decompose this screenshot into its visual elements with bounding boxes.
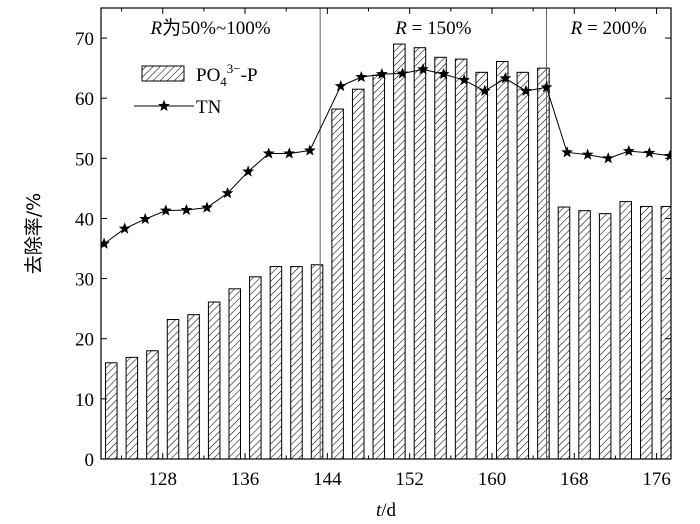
po4-bar [516,71,530,459]
tn-marker [499,72,512,84]
x-tick-label: 128 [148,469,177,490]
region-labels: R为50%~100% R = 150% R = 200% [150,17,647,39]
tn-marker [201,201,213,213]
tn-marker [303,144,316,156]
tn-marker [581,148,594,160]
x-tick-label: 144 [313,469,342,490]
axis-titles: t/d 去除率/% [23,193,397,521]
y-axis-title: 去除率/% [23,193,45,274]
po4-bar [105,362,118,459]
tn-marker [664,149,671,161]
tn-marker [375,67,388,80]
po4-bar [578,210,591,459]
tn-marker [458,73,471,86]
x-tick-label: 152 [395,469,424,490]
y-tick-label: 40 [75,209,94,230]
po4-bar [537,67,550,459]
po4-bar [475,71,488,459]
po4-bar [207,301,221,459]
x-tick-label: 160 [478,469,507,490]
po4-bar [434,56,447,459]
po4-bar [228,288,242,459]
region-label: R = 200% [570,18,647,39]
legend-swatch-po4 [141,65,185,82]
legend: PO43−-P TN [134,61,258,118]
y-tick-label: 0 [85,450,95,471]
axis-ticks: 0 10 20 30 40 50 60 70 128 136 144 152 160 168 176 [75,8,671,490]
po4-bar [660,205,671,459]
po4-bar [393,43,406,459]
tn-marker [262,147,275,159]
tn-marker [118,222,131,234]
tn-marker [478,84,491,96]
po4-bar [413,47,427,459]
po4-bar [619,201,632,459]
tn-marker [180,203,193,216]
legend-marker-tn [158,99,170,112]
po4-bar [146,350,159,459]
y-tick-label: 10 [75,390,94,411]
po4-bar [372,74,386,459]
po4-bar [557,206,571,459]
tn-marker [417,63,429,75]
y-tick-label: 70 [75,29,94,50]
region-label: R为50%~100% [150,17,271,39]
po4-bar [331,108,344,459]
tn-line [103,68,671,245]
x-axis-title: t/d [376,500,397,521]
tn-marker [643,146,656,158]
po4-bar [351,88,365,459]
tn-marker [540,81,553,93]
tn-marker [561,146,573,158]
y-tick-label: 50 [75,149,94,170]
y-tick-label: 20 [75,330,94,351]
y-tick-label: 60 [75,89,94,110]
po4-bar [269,266,283,459]
po4-bar [290,266,303,459]
tn-marker [242,165,255,177]
tn-marker [437,67,450,80]
tn-line-layer [101,63,671,249]
po4-bar [166,318,180,459]
tn-marker [622,144,635,157]
tn-marker [221,187,234,199]
tn-marker [520,84,532,96]
bars-layer [105,43,671,459]
legend-label-po4: PO43−-P [196,61,258,89]
tn-marker [334,79,347,92]
po4-bar [640,205,653,459]
tn-marker [355,70,368,83]
plot-frame [100,7,672,460]
tn-marker [139,212,152,225]
tn-marker [396,67,409,79]
po4-bar [454,58,468,459]
tn-marker [101,237,110,249]
po4-bar [496,61,509,459]
x-tick-label: 168 [560,469,589,490]
region-label: R = 150% [394,18,471,39]
po4-bar [310,264,324,459]
y-tick-label: 30 [75,270,94,291]
tn-marker [283,147,296,159]
tn-marker [159,204,172,216]
x-tick-label: 176 [642,469,671,490]
po4-bar [187,314,200,459]
tn-marker [602,152,615,164]
x-tick-label: 136 [231,469,260,490]
po4-bar [598,213,612,459]
po4-bar [125,356,139,459]
po4-bar [249,276,262,459]
legend-label-tn: TN [196,97,222,118]
